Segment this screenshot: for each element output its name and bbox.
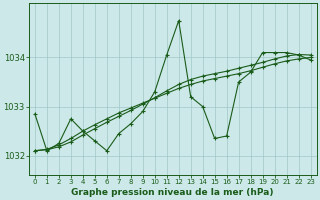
- X-axis label: Graphe pression niveau de la mer (hPa): Graphe pression niveau de la mer (hPa): [71, 188, 274, 197]
